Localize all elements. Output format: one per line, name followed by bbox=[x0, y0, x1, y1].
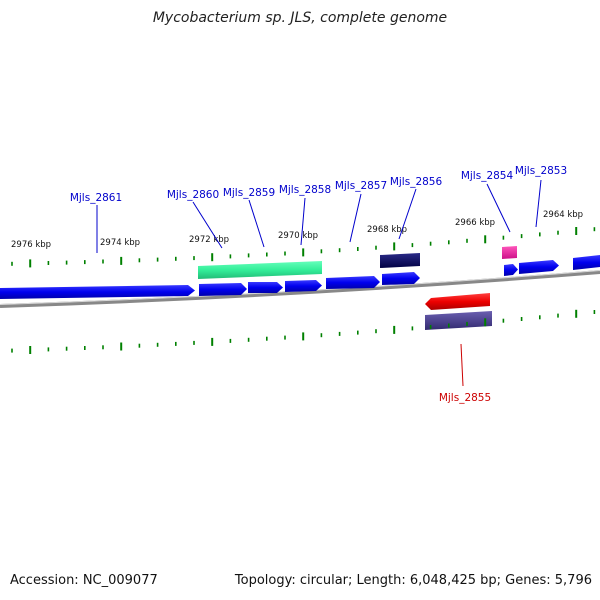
gene-label-mjls-2859[interactable]: Mjls_2859 bbox=[223, 187, 275, 199]
map-title: Mycobacterium sp. JLS, complete genome bbox=[152, 10, 448, 26]
label-leaders bbox=[96, 179, 542, 253]
scale-label-2966kbp: 2966 kbp bbox=[455, 218, 495, 228]
gene-labels: Mjls_2861 Mjls_2860 Mjls_2859 Mjls_2858 … bbox=[70, 165, 567, 204]
gene-label-mjls-2857[interactable]: Mjls_2857 bbox=[335, 180, 387, 192]
scale-label-2964kbp: 2964 kbp bbox=[543, 210, 583, 220]
scale-label-2974kbp: 2974 kbp bbox=[100, 238, 140, 248]
gene-arrow-mjls-2854[interactable] bbox=[504, 264, 518, 276]
feature-box-purple[interactable] bbox=[425, 311, 492, 330]
leader-mjls-2859 bbox=[248, 199, 265, 248]
leader-mjls-2853 bbox=[535, 179, 542, 228]
scale-label-2972kbp: 2972 kbp bbox=[189, 235, 229, 245]
gene-arrow-mjls-2856[interactable] bbox=[382, 272, 420, 285]
feature-box-navy[interactable] bbox=[380, 253, 420, 268]
gene-label-mjls-2858[interactable]: Mjls_2858 bbox=[279, 184, 331, 196]
scale-label-2968kbp: 2968 kbp bbox=[367, 225, 407, 235]
gene-arrow-mjls-2853[interactable] bbox=[519, 260, 559, 274]
genome-summary: Topology: circular; Length: 6,048,425 bp… bbox=[234, 573, 592, 588]
leader-mjls-2856 bbox=[398, 188, 417, 240]
scale-ticks-upper bbox=[11, 227, 596, 268]
accession-label: Accession: NC_009077 bbox=[10, 573, 158, 588]
gene-label-mjls-2856[interactable]: Mjls_2856 bbox=[390, 176, 443, 188]
leader-mjls-2858 bbox=[300, 197, 306, 246]
leader-mjls-2857 bbox=[349, 193, 362, 243]
scale-labels: 2976 kbp 2974 kbp 2972 kbp 2970 kbp 2968… bbox=[11, 210, 583, 250]
gene-label-mjls-2853[interactable]: Mjls_2853 bbox=[515, 165, 567, 177]
gene-arrow-mjls-2858[interactable] bbox=[285, 280, 322, 292]
feature-box-green[interactable] bbox=[198, 261, 322, 279]
leader-mjls-2854 bbox=[486, 183, 511, 233]
scale-label-2976kbp: 2976 kbp bbox=[11, 240, 51, 250]
feature-box-pink[interactable] bbox=[502, 246, 517, 259]
gene-arrow-mjls-2855[interactable] bbox=[425, 293, 490, 310]
gene-label-mjls-2860[interactable]: Mjls_2860 bbox=[167, 189, 219, 201]
scale-label-2970kbp: 2970 kbp bbox=[278, 231, 318, 241]
leader-mjls-2860 bbox=[192, 201, 223, 249]
genome-backbone bbox=[0, 270, 600, 308]
gene-arrow-mjls-2857[interactable] bbox=[326, 276, 380, 289]
gene-label-mjls-2854[interactable]: Mjls_2854 bbox=[461, 170, 514, 182]
gene-arrow-mjls-2861[interactable] bbox=[0, 285, 195, 299]
gene-arrow-mjls-2859[interactable] bbox=[248, 282, 283, 293]
gene-label-mjls-2855[interactable]: Mjls_2855 bbox=[439, 392, 491, 404]
scale-ticks-lower bbox=[11, 309, 596, 354]
leader-mjls-2855 bbox=[460, 343, 464, 387]
gene-arrow-next[interactable] bbox=[573, 255, 600, 270]
gene-arrow-mjls-2860[interactable] bbox=[199, 283, 247, 296]
gene-label-mjls-2861[interactable]: Mjls_2861 bbox=[70, 192, 122, 204]
